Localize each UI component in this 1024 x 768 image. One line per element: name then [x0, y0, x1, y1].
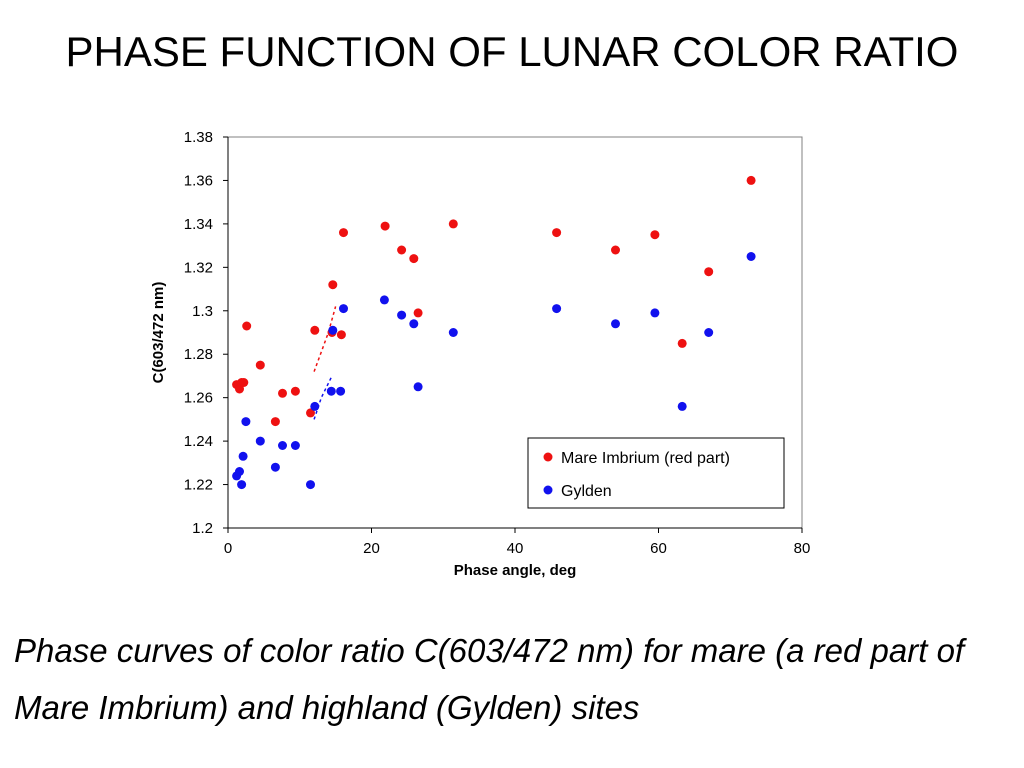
gylden-point	[328, 325, 338, 335]
mare-imbrium-point	[611, 245, 620, 255]
gylden-point	[379, 295, 389, 305]
legend-marker	[543, 452, 553, 462]
x-tick-label: 40	[507, 540, 524, 557]
gylden-point	[237, 480, 247, 490]
x-tick-label: 0	[224, 540, 232, 557]
mare-imbrium-point	[336, 330, 346, 340]
mare-imbrium-point	[413, 308, 423, 318]
scatter-chart: 1.2 1.22 1.24 1.26 1.28 1.3 1.32 1.34 1.36 1.38 0 2…	[150, 129, 811, 579]
mare-imbrium-point	[239, 378, 249, 387]
gylden-point	[339, 304, 348, 314]
gylden-point	[270, 462, 280, 472]
legend-marker	[543, 485, 553, 495]
mare-imbrium-point	[278, 388, 287, 398]
gylden-point	[290, 441, 300, 450]
mare-imbrium-point	[552, 228, 562, 238]
mare-imbrium-point	[704, 267, 714, 277]
mare-imbrium-point	[380, 221, 390, 231]
mare-imbrium-point	[242, 321, 252, 331]
mare-imbrium-point	[270, 417, 280, 427]
gylden-point	[448, 328, 458, 337]
axes: 1.2 1.22 1.24 1.26 1.28 1.3 1.32 1.34 1.36 1.38 0 2…	[184, 129, 811, 557]
mare-imbrium-point	[650, 230, 660, 240]
y-axis-label: C(603/472 nm)	[150, 282, 167, 384]
mare-imbrium-point	[677, 338, 687, 348]
mare-imbrium-point	[448, 219, 458, 229]
gylden-point	[310, 401, 320, 411]
mare-imbrium-point	[746, 175, 756, 185]
slide-caption: Phase curves of color ratio C(603/472 nm…	[14, 632, 965, 726]
gylden-point	[235, 467, 244, 476]
gylden-point	[650, 308, 660, 318]
legend-box	[527, 437, 785, 509]
x-tick-label: 80	[794, 540, 811, 557]
trend-line	[313, 375, 333, 420]
mare-imbrium-point	[339, 228, 348, 238]
mare-imbrium-point	[255, 360, 265, 370]
gylden-point	[336, 386, 346, 396]
gylden-point	[238, 451, 248, 461]
slide-title: PHASE FUNCTION OF LUNAR COLOR RATIO	[65, 28, 959, 75]
gylden-point	[704, 328, 714, 337]
legend-label: Mare Imbrium (red part)	[561, 450, 730, 467]
gylden-point	[278, 441, 287, 450]
gylden-point	[746, 252, 756, 261]
mare-imbrium-point	[409, 254, 419, 264]
gylden-point	[677, 401, 687, 411]
y-tick-label: 1.26	[184, 390, 213, 407]
y-tick-label: 1.34	[184, 216, 213, 233]
y-tick-label: 1.38	[184, 129, 213, 146]
x-tick-label: 60	[650, 540, 667, 557]
data-points	[232, 175, 756, 490]
x-tick-label: 20	[363, 540, 380, 557]
x-axis-label: Phase angle, deg	[454, 562, 577, 579]
y-tick-label: 1.28	[184, 346, 213, 363]
trend-lines	[313, 306, 337, 420]
gylden-point	[409, 319, 419, 329]
mare-imbrium-point	[310, 325, 320, 335]
legend: Mare Imbrium (red part) Gylden	[527, 437, 785, 509]
y-tick-label: 1.36	[184, 172, 213, 189]
gylden-point	[413, 382, 423, 392]
y-tick-label: 1.24	[184, 433, 213, 450]
y-tick-label: 1.32	[184, 259, 213, 276]
y-tick-label: 1.22	[184, 477, 213, 494]
gylden-point	[611, 319, 620, 329]
mare-imbrium-point	[306, 408, 315, 418]
legend-label: Gylden	[561, 483, 612, 500]
y-tick-label: 1.2	[192, 520, 213, 537]
mare-imbrium-point	[328, 280, 338, 290]
y-tick-label: 1.3	[192, 303, 213, 320]
trend-line	[313, 306, 337, 372]
gylden-point	[255, 436, 265, 446]
gylden-point	[306, 480, 315, 490]
mare-imbrium-point	[397, 245, 407, 255]
gylden-point	[552, 304, 562, 314]
gylden-point	[241, 417, 251, 427]
gylden-point	[326, 386, 336, 396]
gylden-point	[397, 310, 407, 320]
mare-imbrium-point	[290, 386, 300, 396]
